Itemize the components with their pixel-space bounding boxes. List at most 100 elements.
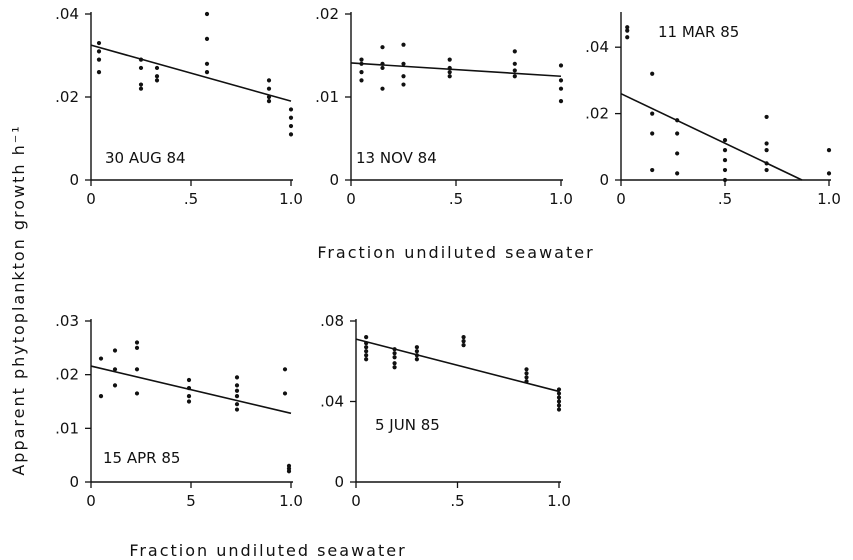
panel-1-data-point [266, 94, 272, 100]
panel-2-data-point [512, 74, 517, 79]
panel-5-data-point [414, 353, 419, 358]
panel-5-data-point [556, 407, 562, 412]
panel-2-data-point [401, 61, 406, 66]
panel-2-data-point [512, 68, 517, 73]
panel-4-data-point [186, 385, 192, 391]
panel-1-y-tick-label: 0 [69, 171, 79, 189]
panel-4-data-point [286, 469, 292, 474]
panel-1-data-point [288, 132, 294, 137]
panel-2-date-label: 13 NOV 84 [356, 149, 437, 167]
panel-3-data-point [675, 131, 680, 136]
panel-5-data-point [414, 357, 419, 362]
panel-2-data-point [380, 61, 385, 66]
panel-1-date-label: 30 AUG 84 [105, 149, 186, 167]
panel-3-data-point [650, 131, 655, 136]
panel-3: 0 .02 .04 0 .5 1.0 11 MAR 85 [585, 12, 841, 208]
panel-1-data-point [288, 123, 294, 129]
panel-3-data-point [764, 114, 769, 120]
panel-4-data-point [112, 383, 118, 388]
panel-4-data-point [282, 391, 288, 396]
panel-5-date-label: 5 JUN 85 [375, 416, 440, 434]
panel-3-y-tick-label: 0 [599, 171, 609, 189]
panel-1-data-point [204, 11, 210, 17]
panel-1-data-point [138, 86, 144, 91]
x-axis-title-top: Fraction undiluted seawater [317, 243, 594, 262]
panel-5: 0 .04 .08 0 .5 1.0 5 JUN 85 [320, 312, 571, 510]
panel-1-data-point [96, 49, 102, 54]
panel-5-data-point [461, 335, 466, 340]
panel-5-x-tick-label: 0 [351, 492, 361, 510]
panel-5-data-point [364, 349, 369, 354]
panel-4-y-tick-label: .02 [55, 366, 79, 384]
panel-5-data-point [392, 351, 397, 356]
panel-4-data-point [234, 402, 240, 407]
panel-3-data-point [625, 25, 630, 30]
panel-5-y-tick-label: .04 [320, 393, 344, 411]
panel-4-x-tick-label: 5 [186, 492, 196, 510]
panel-2-y-tick-label: .02 [315, 5, 339, 23]
panel-2-x-tick-label: 0 [346, 190, 356, 208]
panel-3-data-point [764, 167, 769, 173]
panel-4-data-point [112, 348, 118, 353]
panel-3-data-point [650, 167, 655, 173]
panel-4-y-tick-label: .03 [55, 312, 79, 330]
panel-1-data-point [266, 78, 272, 83]
panel-5-data-point [392, 361, 397, 366]
panel-5-y-tick-label: .08 [320, 312, 344, 330]
panel-4-y-tick-label: 0 [69, 473, 79, 491]
panel-3-data-point [764, 148, 769, 153]
panel-2-data-point [447, 70, 452, 75]
panel-1-data-point [288, 115, 294, 120]
panel-1-y-tick-label: .02 [55, 88, 79, 106]
panel-2-data-point [359, 78, 364, 83]
panel-4-data-point [186, 399, 192, 404]
panel-4-x-tick-label: 1.0 [279, 492, 303, 510]
panel-2-x-tick-label: 1.0 [549, 190, 573, 208]
panel-2-data-point [447, 65, 452, 71]
panel-2-data-point [447, 74, 452, 79]
panel-4-data-point [134, 340, 140, 345]
panel-5-data-point [556, 387, 562, 392]
panel-2-x-tick-label: .5 [449, 190, 463, 208]
panel-5-data-point [414, 345, 419, 350]
panel-5-data-point [414, 349, 419, 354]
panel-5-data-point [364, 345, 369, 350]
panel-2-data-point [401, 82, 406, 87]
panel-4-y-tick-label: .01 [55, 419, 79, 437]
panel-1-data-point [96, 57, 102, 62]
panel-5-x-tick-label: .5 [450, 492, 464, 510]
panel-5-data-point [461, 343, 466, 348]
panel-3-data-point [675, 118, 680, 123]
panel-4-data-point [186, 377, 192, 383]
panel-2-data-point [558, 99, 564, 104]
panel-5-data-point [556, 391, 562, 396]
panel-3-x-tick-label: 0 [616, 190, 626, 208]
panel-5-data-point [524, 379, 529, 384]
panel-5-y-tick-label: 0 [334, 473, 344, 491]
panel-1-data-point [138, 65, 144, 71]
panel-5-data-point [364, 335, 369, 340]
panel-5-data-point [364, 357, 369, 362]
panel-4-data-point [112, 367, 118, 372]
panel-2-fit-line [350, 62, 562, 78]
panel-3-data-point [722, 157, 728, 163]
panel-5-data-point [392, 347, 397, 352]
panel-3-data-point [764, 161, 769, 166]
panel-4-data-point [234, 375, 240, 380]
panel-4-date-label: 15 APR 85 [103, 449, 180, 467]
panel-1-data-point [138, 82, 144, 87]
panel-3-data-point [722, 167, 728, 173]
panel-4-data-point [234, 383, 240, 388]
panel-5-data-point [392, 365, 397, 370]
panel-2-data-point [558, 86, 564, 91]
x-axis-title-bottom: Fraction undiluted seawater [129, 541, 406, 560]
panel-5-data-point [461, 339, 466, 344]
panel-5-data-point [556, 403, 562, 408]
panel-2-data-point [359, 70, 364, 75]
panel-2-data-point [512, 61, 517, 66]
panel-2-y-tick-label: .01 [315, 88, 339, 106]
panel-1-data-point [154, 78, 160, 83]
panel-2-data-point [380, 65, 385, 71]
panel-3-y-tick-label: .02 [585, 105, 609, 123]
